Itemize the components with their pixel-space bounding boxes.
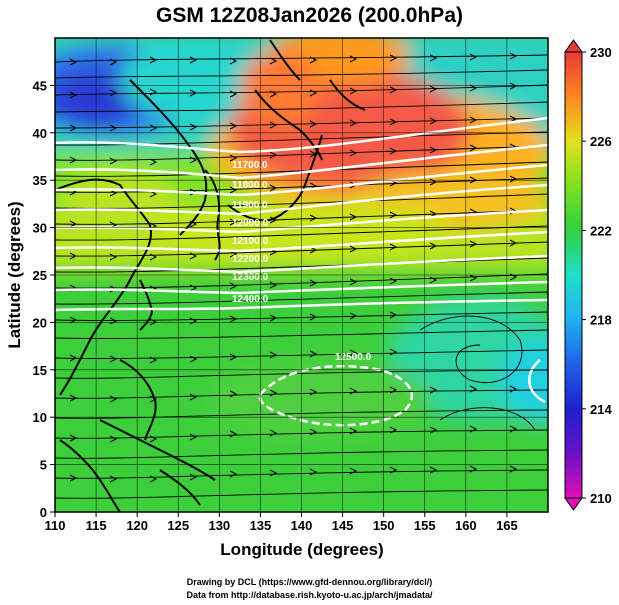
y-tick-label: 35 [33, 173, 47, 188]
y-tick-label: 45 [33, 78, 47, 93]
credit-data: Data from http://database.rish.kyoto-u.a… [186, 590, 433, 600]
y-tick-label: 30 [33, 221, 47, 236]
contour-label: 11900.0 [232, 200, 268, 211]
contour-label: 12200.0 [232, 254, 269, 265]
colorbar-tick-label: 230 [590, 45, 612, 60]
x-tick-label: 110 [45, 518, 66, 533]
contour-labels: 11700.0 11800.0 11900.0 12000.0 12100.0 … [232, 160, 372, 363]
y-axis-ticks: 0 5 10 15 20 25 30 35 40 45 [33, 78, 55, 520]
coastlines [55, 39, 366, 512]
colorbar-tick-label: 222 [590, 223, 612, 238]
x-tick-label: 130 [208, 518, 230, 533]
x-tick-label: 145 [332, 518, 354, 533]
contour-label: 11800.0 [232, 180, 268, 191]
colorbar-tick-label: 210 [590, 491, 612, 506]
contour-label: 12400.0 [232, 294, 269, 305]
x-tick-label: 135 [250, 518, 272, 533]
y-tick-label: 20 [33, 315, 47, 330]
x-tick-label: 160 [455, 518, 477, 533]
y-tick-label: 0 [40, 505, 47, 520]
y-tick-label: 15 [33, 363, 47, 378]
x-axis-ticks: 110 115 120 125 130 135 140 145 150 155 160 165 [45, 512, 518, 533]
colorbar-scale [564, 51, 583, 499]
contour-label: 11700.0 [232, 160, 268, 171]
colorbar-top-cap [564, 39, 583, 53]
temperature-field [55, 38, 548, 512]
colorbar: 210 214 218 222 226 230 [564, 39, 612, 511]
y-tick-label: 25 [33, 268, 47, 283]
contour-label: 12000.0 [232, 218, 269, 229]
x-tick-label: 155 [414, 518, 436, 533]
x-tick-label: 150 [373, 518, 395, 533]
x-tick-label: 120 [126, 518, 148, 533]
contour-label: 12500.0 [335, 352, 372, 363]
colorbar-tick-label: 218 [590, 313, 612, 328]
contour-label: 12100.0 [232, 236, 269, 247]
height-contours [55, 116, 548, 427]
y-axis-label: Latitude (degrees) [5, 201, 24, 348]
credit-drawing: Drawing by DCL (https://www.gfd-dennou.o… [186, 577, 433, 587]
colorbar-tick-label: 214 [590, 402, 612, 417]
y-tick-label: 40 [33, 126, 47, 141]
x-tick-label: 165 [496, 518, 518, 533]
map-title: GSM 12Z08Jan2026 (200.0hPa) [155, 4, 463, 27]
colorbar-tick-label: 226 [590, 134, 612, 149]
x-axis-label: Longitude (degrees) [220, 540, 383, 559]
x-tick-label: 140 [291, 518, 313, 533]
y-tick-label: 5 [40, 458, 47, 473]
x-tick-label: 115 [86, 518, 107, 533]
y-tick-label: 10 [33, 410, 47, 425]
colorbar-bottom-cap [564, 497, 583, 511]
x-tick-label: 125 [167, 518, 189, 533]
grid-lines [55, 38, 548, 512]
contour-label: 12300.0 [232, 272, 269, 283]
